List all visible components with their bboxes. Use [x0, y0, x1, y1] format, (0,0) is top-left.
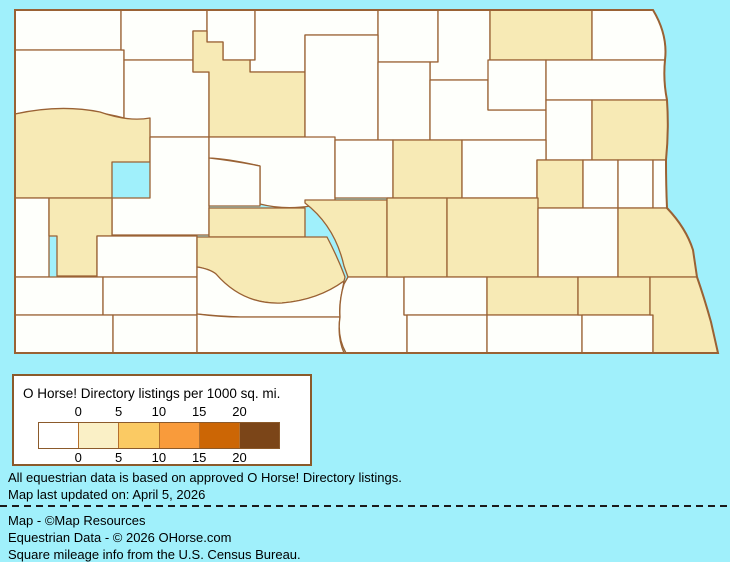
legend-tick-label: 5: [114, 450, 123, 465]
legend-ticks-bottom: 0 5 10 15 20: [38, 450, 280, 465]
county-rolette: [377, 9, 439, 63]
legend-color-bar: [38, 422, 280, 449]
legend-ticks-top: 0 5 10 15 20: [38, 404, 280, 419]
county-emmons: [338, 276, 408, 354]
county-divide: [14, 9, 122, 51]
county-oliver: [208, 207, 306, 238]
census-credit: Square mileage info from the U.S. Census…: [8, 547, 301, 562]
legend-swatch-3: [159, 423, 200, 448]
county-mercer: [208, 157, 261, 207]
county-steele: [617, 159, 654, 209]
county-eddy: [461, 139, 547, 199]
county-lamoure: [486, 276, 579, 316]
county-mckenzie: [14, 107, 151, 199]
county-foster: [536, 159, 584, 209]
legend-tick-label: 0: [74, 450, 82, 465]
legend-title: O Horse! Directory listings per 1000 sq.…: [23, 386, 281, 401]
legend-swatch-4: [199, 423, 240, 448]
county-pierce: [377, 61, 431, 141]
county-walsh: [545, 59, 668, 101]
dashed-separator: [0, 505, 730, 507]
counties-layer: [14, 9, 719, 354]
legend-swatch-1: [79, 423, 120, 448]
county-pembina: [591, 9, 667, 61]
county-dickey: [486, 314, 583, 354]
last-updated-note: Map last updated on: April 5, 2026: [8, 487, 206, 502]
map-credit: Map - ©Map Resources: [8, 513, 146, 528]
county-ward: [192, 30, 306, 138]
county-hettinger: [102, 276, 198, 316]
county-adams: [112, 314, 198, 354]
county-kidder: [386, 197, 448, 278]
county-sargent: [581, 314, 654, 354]
equestrian-data-credit: Equestrian Data - © 2026 OHorse.com: [8, 530, 232, 545]
county-barnes: [537, 207, 619, 278]
county-slope: [14, 276, 104, 316]
county-bowman: [14, 314, 114, 354]
legend-tick-label: 15: [191, 404, 207, 419]
county-traill: [652, 159, 668, 209]
county-golden-valley: [14, 197, 50, 278]
county-sheridan: [334, 139, 394, 199]
county-cass: [617, 207, 698, 278]
county-sioux: [196, 313, 345, 354]
data-source-note: All equestrian data is based on approved…: [8, 470, 402, 485]
legend-swatch-2: [119, 423, 160, 448]
legend-swatch-5: [239, 423, 280, 448]
state-outline: [14, 9, 720, 354]
legend-tick-label: 20: [232, 450, 247, 465]
north-dakota-county-map: [14, 9, 720, 354]
county-wells: [392, 139, 463, 199]
legend-tick-label: 10: [151, 450, 167, 465]
county-griggs: [582, 159, 619, 209]
county-mcintosh: [406, 314, 488, 354]
county-ramsey: [487, 59, 547, 111]
county-mchenry: [304, 34, 379, 141]
county-logan: [403, 276, 488, 316]
county-stutsman: [446, 197, 539, 278]
legend-swatch-0: [39, 423, 80, 448]
legend-tick-label: 20: [232, 404, 247, 419]
county-cavalier: [489, 9, 593, 61]
legend-tick-label: 5: [114, 404, 123, 419]
county-richland: [649, 276, 719, 354]
county-towner: [429, 9, 491, 81]
legend-tick-label: 0: [74, 404, 82, 419]
legend: O Horse! Directory listings per 1000 sq.…: [12, 374, 312, 466]
county-stark: [96, 235, 198, 278]
county-williams: [14, 49, 125, 119]
county-grand-forks: [591, 99, 669, 161]
legend-tick-label: 15: [191, 450, 207, 465]
county-ransom: [577, 276, 651, 316]
county-nelson: [545, 99, 593, 161]
legend-tick-label: 10: [151, 404, 167, 419]
